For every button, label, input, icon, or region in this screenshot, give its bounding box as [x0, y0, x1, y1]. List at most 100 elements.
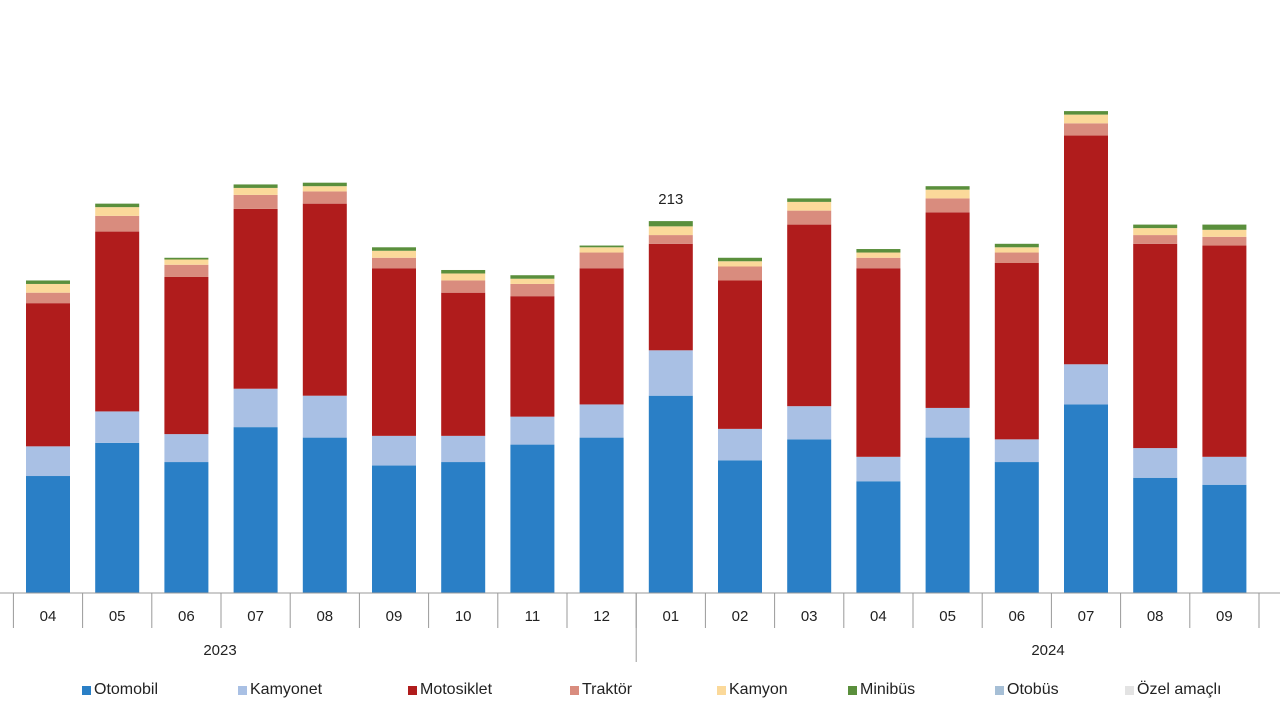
bar-segment-otomobil	[302, 437, 347, 593]
legend-label: Otobüs	[1007, 681, 1059, 698]
bar-segment-kamyonet	[1202, 456, 1247, 485]
category-tick-label: 07	[247, 608, 264, 625]
category-tick-label: 05	[939, 608, 956, 625]
bar-segment-otomobil	[787, 439, 832, 593]
category-tick-label: 06	[1008, 608, 1025, 625]
bar-segment-otomobil	[95, 442, 140, 593]
legend-swatch	[1125, 685, 1134, 695]
legend-swatch	[82, 685, 91, 695]
bar-segment-kamyon	[1202, 229, 1247, 237]
category-tick-label: 11	[525, 608, 541, 625]
category-tick-label: 09	[386, 608, 403, 625]
legend-item: Motosiklet	[408, 681, 492, 699]
legend-swatch	[848, 685, 857, 695]
bar-segment-traktör	[718, 266, 762, 281]
bar-segment-otomobil	[994, 462, 1039, 593]
category-tick-label: 09	[1216, 608, 1233, 625]
bar-segment-kamyon	[302, 186, 347, 192]
category-tick-label: 10	[455, 608, 472, 625]
bar-segment-kamyon	[26, 283, 70, 293]
bar-segment-otomobil	[233, 427, 278, 593]
legend-label: Kamyonet	[250, 681, 323, 698]
bar-segment-traktör	[441, 280, 486, 293]
bar-segment-minibüs	[1202, 224, 1247, 230]
bar-segment-kamyon	[233, 187, 278, 195]
bar-segment-kamyonet	[1064, 364, 1108, 405]
category-tick-label: 12	[593, 608, 610, 625]
category-tick-label: 03	[801, 608, 818, 625]
bar-segment-otomobil	[579, 437, 624, 593]
bar-segment-motosiklet	[510, 296, 555, 417]
bar-segment-minibüs	[95, 203, 140, 208]
bar-segment-kamyon	[510, 278, 555, 284]
bar-segment-traktör	[26, 292, 70, 304]
bar-segment-kamyon	[372, 250, 416, 258]
bar-segment-otomobil	[1202, 484, 1247, 593]
bar-segment-traktör	[510, 283, 555, 297]
bar-segment-kamyonet	[302, 395, 347, 438]
bar-segment-motosiklet	[856, 268, 901, 457]
legend-swatch	[238, 685, 247, 695]
legend-swatch	[717, 685, 726, 695]
bar-segment-traktör	[787, 210, 832, 225]
bar-segment-kamyon	[718, 261, 762, 267]
category-tick-label: 05	[109, 608, 126, 625]
bar-segment-minibüs	[925, 186, 970, 190]
bar-segment-kamyonet	[164, 434, 209, 463]
bar-segment-otomobil	[1064, 404, 1108, 593]
year-group-label: 2024	[1031, 642, 1064, 659]
bar-segment-motosiklet	[579, 268, 624, 405]
bar-segment-minibüs	[856, 249, 901, 253]
category-tick-label: 04	[870, 608, 887, 625]
bar-segment-kamyon	[1064, 114, 1108, 124]
category-tick-label: 04	[40, 608, 57, 625]
legend-item: Özel amaçlı	[1125, 681, 1221, 699]
chart-legend: Otomobil Kamyonet Motosiklet Traktör Kamyon M…	[0, 681, 1280, 703]
bar-segment-kamyonet	[648, 350, 693, 396]
bar-segment-kamyon	[164, 259, 209, 265]
bar-segment-motosiklet	[26, 303, 70, 447]
bar-segment-minibüs	[994, 243, 1039, 248]
bar-segment-motosiklet	[1064, 135, 1108, 365]
bar-segment-otomobil	[510, 444, 555, 593]
bar-segment-minibüs	[579, 245, 624, 248]
bar-segment-otomobil	[648, 395, 693, 593]
bar-segment-motosiklet	[372, 268, 416, 436]
bar-segment-traktör	[856, 257, 901, 269]
bar-segment-traktör	[994, 252, 1039, 264]
bar-segment-traktör	[233, 194, 278, 209]
bar-segment-kamyonet	[1133, 448, 1178, 478]
bar-segment-kamyon	[925, 189, 970, 199]
bar-segment-motosiklet	[718, 280, 762, 429]
bar-segment-minibüs	[372, 247, 416, 251]
bar-segment-traktör	[372, 257, 416, 269]
bar-segment-minibüs	[164, 257, 209, 260]
bar-segment-motosiklet	[994, 263, 1039, 440]
bar-segment-minibüs	[1064, 111, 1108, 115]
category-tick-label: 08	[316, 608, 333, 625]
bar-segment-traktör	[579, 252, 624, 269]
bar-segment-traktör	[164, 264, 209, 277]
bar-segment-traktör	[925, 198, 970, 213]
bar-segment-minibüs	[787, 198, 832, 202]
bar-segment-kamyon	[1133, 228, 1178, 236]
bar-segment-otomobil	[164, 462, 209, 593]
bar-segment-kamyon	[579, 247, 624, 253]
bar-segment-otomobil	[1133, 477, 1178, 593]
bar-segment-motosiklet	[233, 208, 278, 389]
bar-segment-motosiklet	[925, 212, 970, 408]
category-tick-label: 06	[178, 608, 195, 625]
bar-segment-minibüs	[648, 221, 693, 227]
legend-item: Kamyonet	[238, 681, 322, 699]
bar-segment-minibüs	[718, 257, 762, 262]
bar-segment-minibüs	[26, 280, 70, 284]
bar-segment-traktör	[95, 215, 140, 232]
bar-segment-otomobil	[718, 460, 762, 593]
bar-segment-kamyon	[787, 201, 832, 211]
bar-segment-otomobil	[26, 476, 70, 593]
bar-segment-kamyonet	[510, 416, 555, 445]
bar-segment-minibüs	[302, 182, 347, 187]
bar-segment-kamyonet	[579, 404, 624, 438]
bar-segment-motosiklet	[1202, 245, 1247, 457]
legend-label: Minibüs	[860, 681, 916, 698]
